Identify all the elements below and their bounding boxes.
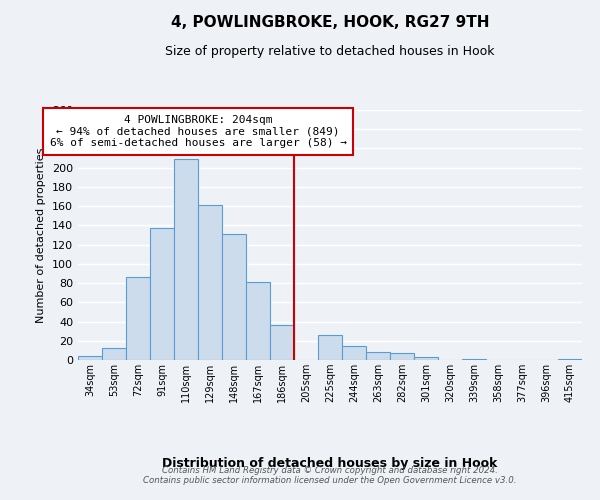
Text: Size of property relative to detached houses in Hook: Size of property relative to detached ho…	[165, 45, 495, 58]
Bar	[318, 335, 342, 360]
Bar	[366, 352, 390, 360]
Bar	[390, 354, 414, 360]
Text: Distribution of detached houses by size in Hook: Distribution of detached houses by size …	[163, 458, 497, 470]
Bar	[174, 159, 198, 360]
Bar	[462, 359, 486, 360]
Bar	[270, 326, 294, 360]
Bar	[414, 357, 438, 360]
Bar	[198, 205, 222, 360]
Bar	[246, 282, 270, 360]
Bar	[222, 234, 246, 360]
Bar	[558, 359, 582, 360]
Bar	[126, 278, 150, 360]
Text: 4 POWLINGBROKE: 204sqm
← 94% of detached houses are smaller (849)
6% of semi-det: 4 POWLINGBROKE: 204sqm ← 94% of detached…	[49, 115, 347, 148]
Bar	[78, 356, 102, 360]
Bar	[342, 346, 366, 360]
Bar	[150, 228, 174, 360]
Bar	[102, 348, 126, 360]
Text: Contains HM Land Registry data © Crown copyright and database right 2024.
Contai: Contains HM Land Registry data © Crown c…	[143, 466, 517, 485]
Y-axis label: Number of detached properties: Number of detached properties	[37, 148, 46, 322]
Text: 4, POWLINGBROKE, HOOK, RG27 9TH: 4, POWLINGBROKE, HOOK, RG27 9TH	[171, 15, 489, 30]
